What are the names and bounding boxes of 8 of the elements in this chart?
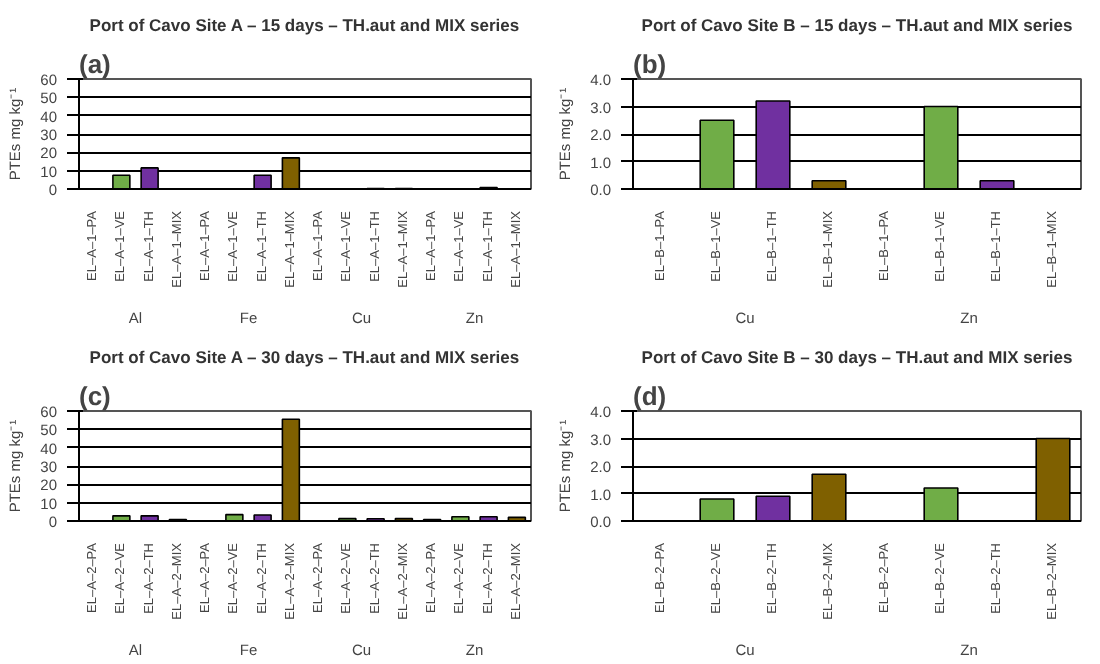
text: (b) [633,49,667,79]
chart-title: Port of Cavo Site A – 30 days – TH.aut and MIX series [89,347,520,367]
text: (d) [633,381,667,411]
annotation: (a) [79,49,111,79]
chart-title: Port of Cavo Site B – 30 days – TH.aut and MIX series [641,347,1073,367]
chart-title: Port of Cavo Site A – 15 days – TH.aut and MIX series [89,15,520,35]
chart-title: Port of Cavo Site B – 15 days – TH.aut and MIX series [641,15,1073,35]
annotation: (c) [79,381,111,411]
